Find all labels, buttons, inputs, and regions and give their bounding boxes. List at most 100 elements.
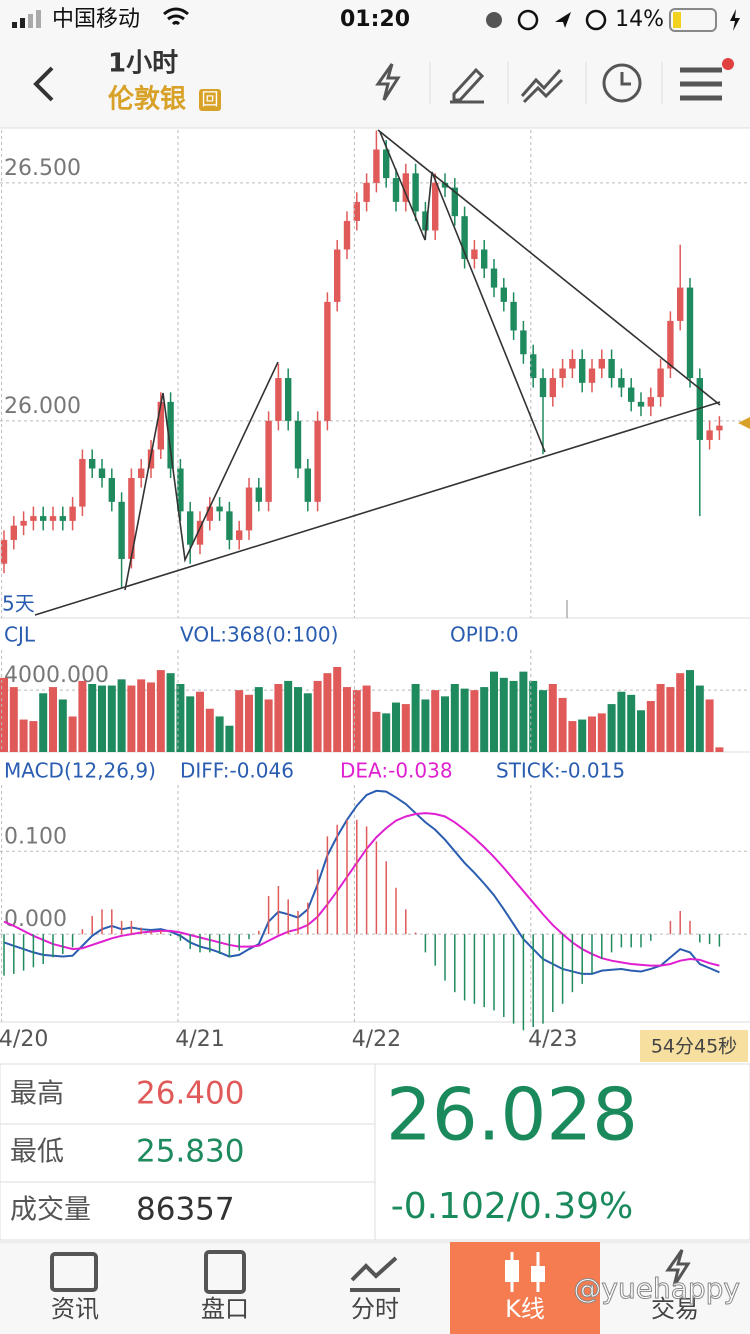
candle-body <box>363 182 370 202</box>
draw-button[interactable] <box>450 67 485 104</box>
candle-body <box>412 173 419 212</box>
volume-bar <box>166 673 175 752</box>
tab[interactable]: 分时 <box>351 1295 399 1323</box>
candle-body <box>334 249 341 302</box>
candle-body <box>285 378 292 421</box>
volume-bar <box>656 684 665 752</box>
volume-bar <box>460 688 469 752</box>
candle-body <box>432 182 439 231</box>
volume-bar <box>186 696 195 752</box>
candle-body <box>471 249 478 260</box>
volume-bar <box>637 710 645 752</box>
volume-bar <box>294 687 302 752</box>
volume-bar <box>254 687 263 752</box>
volume-bar <box>19 719 28 752</box>
indicator-button[interactable] <box>520 69 564 104</box>
volume-bar <box>411 684 420 752</box>
volume-bar <box>274 684 283 752</box>
candle-body <box>40 516 47 521</box>
volume-bar <box>695 685 704 752</box>
candle-body <box>294 420 302 469</box>
x-tick-label: 4/22 <box>352 1027 401 1052</box>
volume-bar <box>382 713 391 752</box>
candle-body <box>167 401 174 469</box>
badge-bg <box>199 89 221 111</box>
volume-bar <box>29 721 38 752</box>
candle-body <box>255 487 262 502</box>
volume-bar <box>578 719 587 752</box>
candle-body <box>187 511 194 545</box>
stat-label: 最低 <box>10 1137 64 1168</box>
last-price: 26.028 <box>386 1073 638 1157</box>
candle-body <box>647 397 654 407</box>
interval[interactable]: 1小时 <box>108 49 178 79</box>
candle-body <box>588 368 596 383</box>
volume-bar <box>127 685 136 752</box>
volume-bar <box>284 680 293 752</box>
volume-bar <box>539 690 547 752</box>
menu-button[interactable] <box>680 67 722 101</box>
tab-icon <box>505 1260 519 1282</box>
legend-diff: DIFF:-0.046 <box>180 759 294 783</box>
candle-body <box>618 378 625 388</box>
candle-body <box>598 359 605 369</box>
alarm-icon <box>585 9 607 31</box>
x-tick-label: 4/23 <box>528 1027 577 1052</box>
volume-bar <box>627 694 636 752</box>
volume-bar <box>362 685 371 752</box>
tab[interactable]: 交易 <box>651 1295 699 1323</box>
tab[interactable]: 资讯 <box>51 1295 99 1323</box>
volume-bar <box>107 685 116 752</box>
volume-bar <box>519 671 528 752</box>
candle-body <box>59 516 66 521</box>
tab-active-bg <box>450 1242 600 1334</box>
battery-level: 14% <box>615 7 664 32</box>
candle-body <box>461 216 468 260</box>
volume-bar <box>705 699 714 752</box>
wifi-icon <box>163 7 189 26</box>
candle-body <box>128 478 135 559</box>
flash-button[interactable] <box>375 63 401 101</box>
volume-bar <box>49 687 57 752</box>
volume-bar <box>303 693 312 752</box>
volume-bar <box>78 680 87 752</box>
candle-body <box>451 187 458 217</box>
candle-body <box>481 249 488 269</box>
location-icon <box>555 12 571 28</box>
volume-bar <box>215 716 224 752</box>
volume-bar <box>58 699 67 752</box>
candle-body <box>441 182 449 188</box>
volume-bar <box>646 701 655 752</box>
candle-body <box>628 387 635 402</box>
opid-info: OPID:0 <box>450 623 519 647</box>
period-button[interactable] <box>602 63 642 103</box>
signal-icon <box>12 10 41 28</box>
volume-bar <box>480 687 489 752</box>
volume-bar <box>588 716 596 752</box>
candle-body <box>422 211 429 231</box>
candle-body <box>686 287 694 379</box>
back-button[interactable] <box>33 66 54 102</box>
tab[interactable]: K线 <box>505 1295 545 1323</box>
volume-bar <box>156 670 165 752</box>
candle-body <box>138 468 145 479</box>
volume-bar <box>441 696 449 752</box>
volume-info: VOL:368(0:100) <box>180 623 338 647</box>
macd-line <box>3 812 720 967</box>
charging-icon <box>730 9 740 31</box>
candle-body <box>383 149 390 179</box>
volume-bar <box>686 670 694 752</box>
volume-bar <box>147 682 155 752</box>
volume-bar <box>333 667 342 752</box>
candle-body <box>30 516 37 521</box>
macd-title: MACD(12,26,9) <box>4 759 156 783</box>
volume-bar <box>323 673 332 752</box>
volume-bar <box>264 699 273 752</box>
candle-body <box>226 511 233 540</box>
candle-body <box>343 220 351 250</box>
y-tick-label: 26.000 <box>4 394 81 419</box>
candle-body <box>79 458 86 507</box>
tab-icon <box>50 1252 98 1292</box>
tab[interactable]: 盘口 <box>201 1295 249 1323</box>
